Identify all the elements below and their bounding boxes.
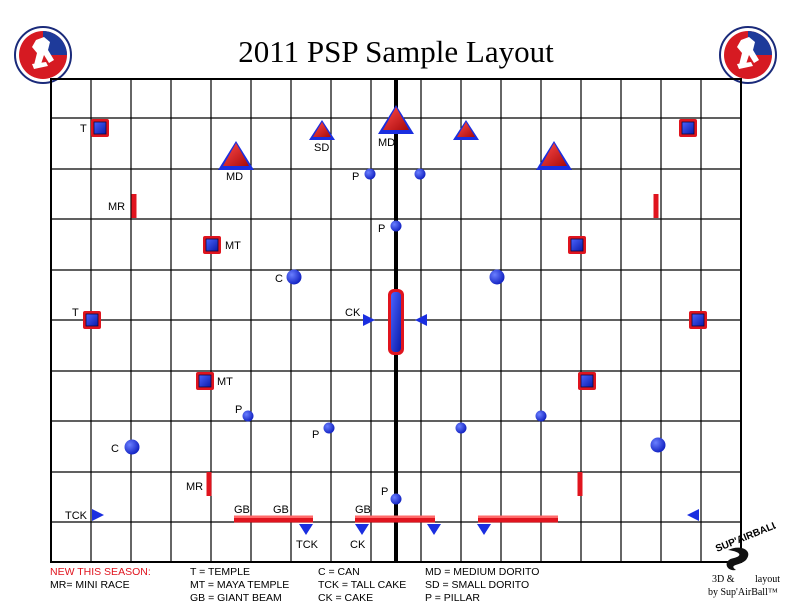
bunker-can bbox=[650, 437, 666, 453]
bunker-pillar: P bbox=[235, 404, 254, 422]
legend-maya-temple: MT = MAYA TEMPLE bbox=[190, 579, 290, 591]
sup-airball-logo-icon: SUP'AIRBALL bbox=[714, 520, 776, 571]
bunker-medium-dorito: MD bbox=[378, 105, 414, 149]
bunker-tall-cake: TCK bbox=[65, 509, 104, 522]
bunker-label: C bbox=[111, 443, 119, 455]
bunker-label: T bbox=[80, 123, 87, 135]
bunker-label: TCK bbox=[296, 539, 319, 551]
legend-giant-beam: GB = GIANT BEAM bbox=[190, 592, 282, 604]
bunker-label: P bbox=[381, 486, 388, 498]
legend-small-dorito: SD = SMALL DORITO bbox=[425, 579, 530, 591]
bunker-cake-down bbox=[427, 524, 441, 535]
bunker-mini-race: MR bbox=[186, 472, 212, 496]
bunker-label: GB bbox=[234, 504, 250, 516]
bunker-tall-cake bbox=[687, 509, 699, 521]
bunker-giant-beam bbox=[518, 515, 558, 523]
bunker-small-dorito: SD bbox=[309, 120, 335, 154]
legend-cake: CK = CAKE bbox=[318, 592, 374, 604]
legend: NEW THIS SEASON: MR= MINI RACE T = TEMPL… bbox=[0, 566, 792, 612]
bunker-label: P bbox=[235, 404, 242, 416]
bunker-label: MR bbox=[108, 201, 125, 213]
bunker-maya-temple bbox=[568, 236, 586, 254]
bunker-snake-center bbox=[388, 289, 404, 355]
bunker-pillar: P bbox=[378, 220, 402, 235]
bunker-cake: CK bbox=[345, 307, 375, 326]
bunker-pillar: P bbox=[381, 486, 402, 505]
bunker-medium-dorito bbox=[536, 141, 572, 170]
bunker-label: TCK bbox=[65, 510, 88, 522]
bunker-label: SD bbox=[314, 142, 329, 154]
bunker-label: CK bbox=[350, 539, 366, 551]
bunker-label: T bbox=[72, 307, 79, 319]
bunker-label: GB bbox=[273, 504, 289, 516]
bunker-label: P bbox=[352, 171, 359, 183]
bunker-pillar bbox=[455, 422, 467, 434]
legend-new-this-season: NEW THIS SEASON: bbox=[50, 566, 151, 578]
bunker-label: GB bbox=[355, 504, 371, 516]
legend-temple: T = TEMPLE bbox=[190, 566, 251, 578]
bunker-maya-temple: MT bbox=[203, 236, 241, 254]
bunker-cake-down: TCK bbox=[296, 524, 319, 551]
bunker-cake bbox=[415, 314, 427, 326]
bunker-giant-beam bbox=[478, 515, 518, 523]
bunker-giant-beam: GB bbox=[234, 504, 274, 523]
bunker-label: MD bbox=[226, 171, 243, 183]
bunker-label: MT bbox=[225, 240, 241, 252]
bunker-label: P bbox=[312, 429, 319, 441]
legend-mini-race: MR= MINI RACE bbox=[50, 579, 130, 591]
credit-line1: 3D & bbox=[712, 574, 735, 585]
bunker-temple: T bbox=[80, 119, 109, 137]
bunker-pillar bbox=[535, 410, 547, 422]
bunker-label: P bbox=[378, 223, 385, 235]
bunker-label: MT bbox=[217, 376, 233, 388]
psp-player-logo-icon bbox=[719, 26, 777, 84]
bunker-small-dorito bbox=[453, 120, 479, 140]
bunker-mini-race bbox=[577, 472, 583, 496]
bunker-mini-race bbox=[653, 194, 659, 218]
legend-pillar: P = PILLAR bbox=[425, 592, 480, 604]
legend-medium-dorito: MD = MEDIUM DORITO bbox=[425, 566, 540, 578]
bunker-can bbox=[489, 269, 505, 285]
psp-player-logo-icon bbox=[14, 26, 72, 84]
bunker-label: MR bbox=[186, 481, 203, 493]
bunker-temple: T bbox=[72, 307, 101, 329]
bunker-pillar: P bbox=[352, 168, 376, 183]
bunker-giant-beam: GB bbox=[273, 504, 313, 523]
bunker-giant-beam bbox=[395, 515, 435, 523]
credit-line1b: layout bbox=[755, 574, 780, 585]
bunker-mini-race: MR bbox=[108, 194, 137, 218]
bunker-temple bbox=[689, 311, 707, 329]
bunker-maya-temple bbox=[578, 372, 596, 390]
bunker-label: C bbox=[275, 273, 283, 285]
bunker-giant-beam: GB bbox=[355, 504, 395, 523]
page-title: 2011 PSP Sample Layout bbox=[238, 34, 554, 69]
bunker-temple bbox=[679, 119, 697, 137]
sup-airball-brand: SUP'AIRBALL 3D & layout by Sup'AirBall™ bbox=[700, 520, 792, 612]
bunker-pillar: P bbox=[312, 422, 335, 441]
credit-line2: by Sup'AirBall™ bbox=[708, 587, 778, 598]
bunker-label: CK bbox=[345, 307, 361, 319]
bunker-maya-temple: MT bbox=[196, 372, 233, 390]
bunker-label: MD bbox=[378, 137, 395, 149]
bunker-pillar bbox=[414, 168, 426, 180]
bunker-medium-dorito: MD bbox=[218, 141, 254, 183]
bunker-cake-down: CK bbox=[350, 524, 369, 551]
legend-can: C = CAN bbox=[318, 566, 360, 578]
bunker-can: C bbox=[111, 439, 140, 455]
bunker-can: C bbox=[275, 269, 302, 285]
legend-tall-cake: TCK = TALL CAKE bbox=[318, 579, 407, 591]
bunker-cake-down bbox=[477, 524, 491, 535]
